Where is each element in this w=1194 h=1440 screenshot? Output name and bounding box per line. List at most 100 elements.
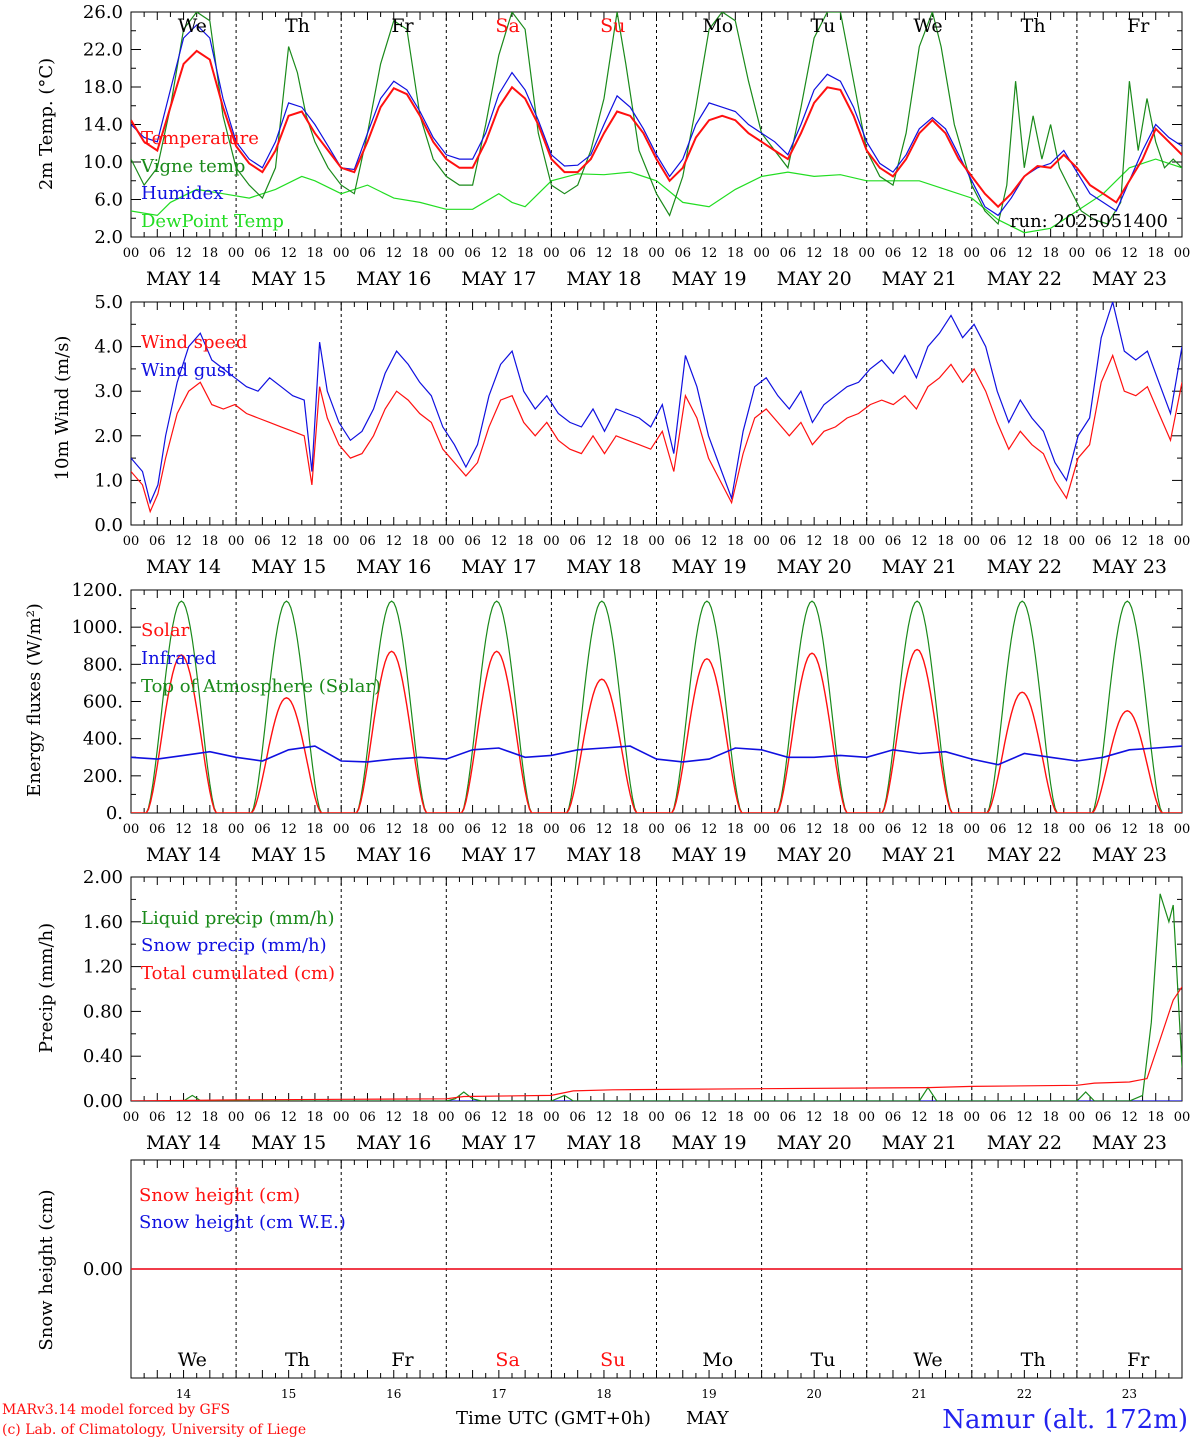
precip-hour-label: 00 [543,1110,560,1125]
day-number-label: 18 [596,1387,611,1401]
energy-hour-label: 00 [753,822,770,837]
dewpoint-line [131,158,1182,234]
energy-hour-label: 06 [885,822,902,837]
energy-hour-label: 00 [648,822,665,837]
energy-ytick-label: 200. [83,766,123,787]
energy-legend-solar: Solar [141,620,190,641]
precip-hour-label: 06 [359,1110,376,1125]
energy-date-label: MAY 21 [882,844,957,866]
precip-hour-label: 12 [175,1110,192,1125]
temperature-ytick-label: 26.0 [83,2,123,23]
temperature-date-label: MAY 22 [987,268,1062,290]
temperature-day-name: Mo [702,15,733,37]
temperature-hour-label: 12 [806,246,823,261]
temperature-date-label: MAY 18 [566,268,641,290]
temperature-hour-label: 00 [228,246,245,261]
temperature-hour-label: 00 [333,246,350,261]
wind-hour-label: 12 [596,534,613,549]
precip-hour-label: 06 [254,1110,271,1125]
solar-line [341,650,447,813]
snow-day-name: Th [285,1349,310,1371]
energy-ytick-label: 600. [83,692,123,713]
temperature-hour-label: 12 [385,246,402,261]
temperature-hour-label: 18 [307,246,324,261]
energy-date-label: MAY 17 [461,844,536,866]
snow-day-name: Tu [810,1349,835,1371]
wind-ytick-label: 1.0 [94,470,123,491]
wind-hour-label: 18 [622,534,639,549]
precip-hour-label: 00 [648,1110,665,1125]
energy-ytick-label: 0. [106,803,123,824]
total-cumulated-line [131,986,1182,1101]
precip-hour-label: 06 [675,1110,692,1125]
energy-hour-label: 00 [543,822,560,837]
temperature-hour-label: 12 [175,246,192,261]
solar-line [551,678,657,813]
precip-hour-label: 06 [149,1110,166,1125]
energy-ytick-label: 800. [83,654,123,675]
precip-hour-label: 12 [385,1110,402,1125]
precip-hour-label: 06 [464,1110,481,1125]
wind-date-label: MAY 22 [987,556,1062,578]
energy-hour-label: 12 [596,822,613,837]
temperature-day-name: Th [1021,15,1046,37]
wind-hour-label: 18 [1147,534,1164,549]
temperature-hour-label: 18 [1042,246,1059,261]
precip-hour-label: 12 [596,1110,613,1125]
wind-ylabel: 10m Wind (m/s) [52,336,73,481]
wind-hour-label: 00 [123,534,140,549]
temperature-date-label: MAY 15 [251,268,326,290]
temperature-line [131,49,1182,209]
temperature-hour-label: 12 [1016,246,1033,261]
precip-hour-label: 00 [228,1110,245,1125]
precip-ytick-label: 2.00 [83,867,123,888]
solar-line [761,652,867,813]
energy-legend-infrared: Infrared [141,648,216,669]
precip-hour-label: 18 [412,1110,429,1125]
energy-hour-label: 00 [1069,822,1086,837]
temperature-hour-label: 06 [1095,246,1112,261]
wind-date-label: MAY 14 [146,556,221,578]
precip-hour-label: 12 [806,1110,823,1125]
snow-day-name: We [178,1349,207,1371]
temperature-hour-label: 00 [438,246,455,261]
energy-date-label: MAY 23 [1092,844,1167,866]
precip-panel: Precip (mm/h) 0.00 0.40 0.80 1.20 1.60 2.00 00… [36,867,1190,1154]
energy-hour-label: 06 [464,822,481,837]
temperature-date-label: MAY 14 [146,268,221,290]
energy-hour-label: 18 [727,822,744,837]
temperature-ytick-label: 22.0 [83,40,123,61]
wind-hour-label: 06 [569,534,586,549]
snow-day-name: Sa [495,1349,519,1371]
liquid-precip-line [131,893,1182,1101]
wind-ytick-label: 5.0 [94,292,123,313]
energy-hour-label: 06 [359,822,376,837]
temperature-hour-label: 18 [202,246,219,261]
temperature-hour-label: 18 [937,246,954,261]
precip-hour-label: 12 [1016,1110,1033,1125]
precip-legend-liquid: Liquid precip (mm/h) [141,908,335,929]
precip-legend-snow: Snow precip (mm/h) [141,935,327,956]
wind-hour-label: 00 [333,534,350,549]
precip-hour-label: 00 [858,1110,875,1125]
temperature-ytick-label: 10.0 [83,152,123,173]
wind-hour-label: 00 [648,534,665,549]
energy-date-label: MAY 16 [356,844,431,866]
precip-hour-label: 00 [964,1110,981,1125]
wind-hour-label: 18 [202,534,219,549]
wind-date-label: MAY 15 [251,556,326,578]
temperature-day-name: Fr [391,15,414,37]
energy-ytick-label: 400. [83,729,123,750]
temperature-hour-label: 18 [727,246,744,261]
precip-date-label: MAY 16 [356,1132,431,1154]
toa-solar-line [971,600,1077,813]
temperature-hour-label: 06 [149,246,166,261]
wind-hour-label: 06 [149,534,166,549]
temperature-hour-label: 00 [543,246,560,261]
precip-hour-label: 12 [491,1110,508,1125]
wind-gust-line [131,302,1182,505]
wind-hour-label: 12 [175,534,192,549]
energy-ytick-label: 1200. [71,580,123,601]
wind-hour-label: 00 [858,534,875,549]
precip-ytick-label: 0.80 [83,1001,123,1022]
